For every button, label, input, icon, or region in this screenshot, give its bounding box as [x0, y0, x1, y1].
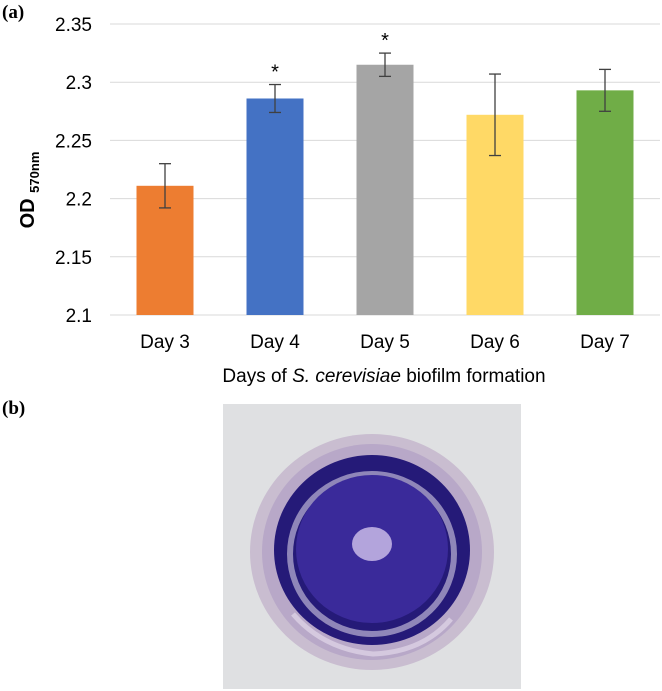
error-bar — [269, 83, 281, 114]
x-tick-label: Day 4 — [250, 332, 300, 353]
y-axis-label-main: OD — [17, 198, 39, 228]
y-tick-label: 2.2 — [66, 190, 92, 211]
significance-asterisk: * — [271, 62, 279, 84]
error-bar — [159, 163, 171, 209]
y-tick-label: 2.3 — [66, 73, 92, 94]
x-tick-label: Day 3 — [140, 332, 190, 353]
x-axis-label-species: S. cerevisiae — [292, 366, 401, 387]
error-bars — [159, 52, 611, 209]
bar-day-7 — [576, 90, 634, 316]
center-spot — [352, 527, 392, 561]
biofilm-well-photo — [223, 404, 521, 689]
y-tick-label: 2.25 — [55, 131, 92, 152]
meniscus-ring — [287, 471, 457, 637]
y-tick-label: 2.15 — [55, 248, 92, 269]
crystal-violet-residue — [291, 612, 453, 657]
error-bar — [489, 73, 501, 157]
x-tick-label: Day 6 — [470, 332, 520, 353]
y-tick-label: 2.35 — [55, 15, 92, 36]
x-tick-label: Day 7 — [580, 332, 630, 353]
bars — [136, 64, 634, 316]
x-axis-label-prefix: Days of — [222, 366, 292, 387]
significance-asterisk: * — [381, 30, 389, 52]
panel-label-b: (b) — [2, 398, 26, 419]
x-axis-label: Days of S. cerevisiae biofilm formation — [222, 366, 545, 387]
bar-chart: 2.12.152.22.252.32.35 ** Day 3 Day 4 Day 5… — [17, 15, 660, 387]
x-axis-ticks: Day 3 Day 4 Day 5 Day 6 Day 7 — [140, 332, 630, 353]
y-axis-label: OD 570nm — [17, 152, 42, 229]
significance-markers: ** — [271, 30, 389, 83]
y-tick-label: 2.1 — [66, 306, 92, 327]
bar-day-4 — [246, 98, 304, 315]
panel-label-a: (a) — [2, 2, 25, 23]
bar-day-5 — [356, 64, 414, 316]
y-axis-ticks: 2.1 2.15 2.2 2.25 2.3 2.35 — [55, 15, 92, 327]
x-tick-label: Day 5 — [360, 332, 410, 353]
error-bar — [379, 52, 391, 78]
error-bar — [599, 68, 611, 112]
well-image — [223, 404, 521, 689]
x-axis-label-suffix: biofilm formation — [406, 366, 545, 387]
y-axis-label-sub: 570nm — [27, 152, 42, 193]
